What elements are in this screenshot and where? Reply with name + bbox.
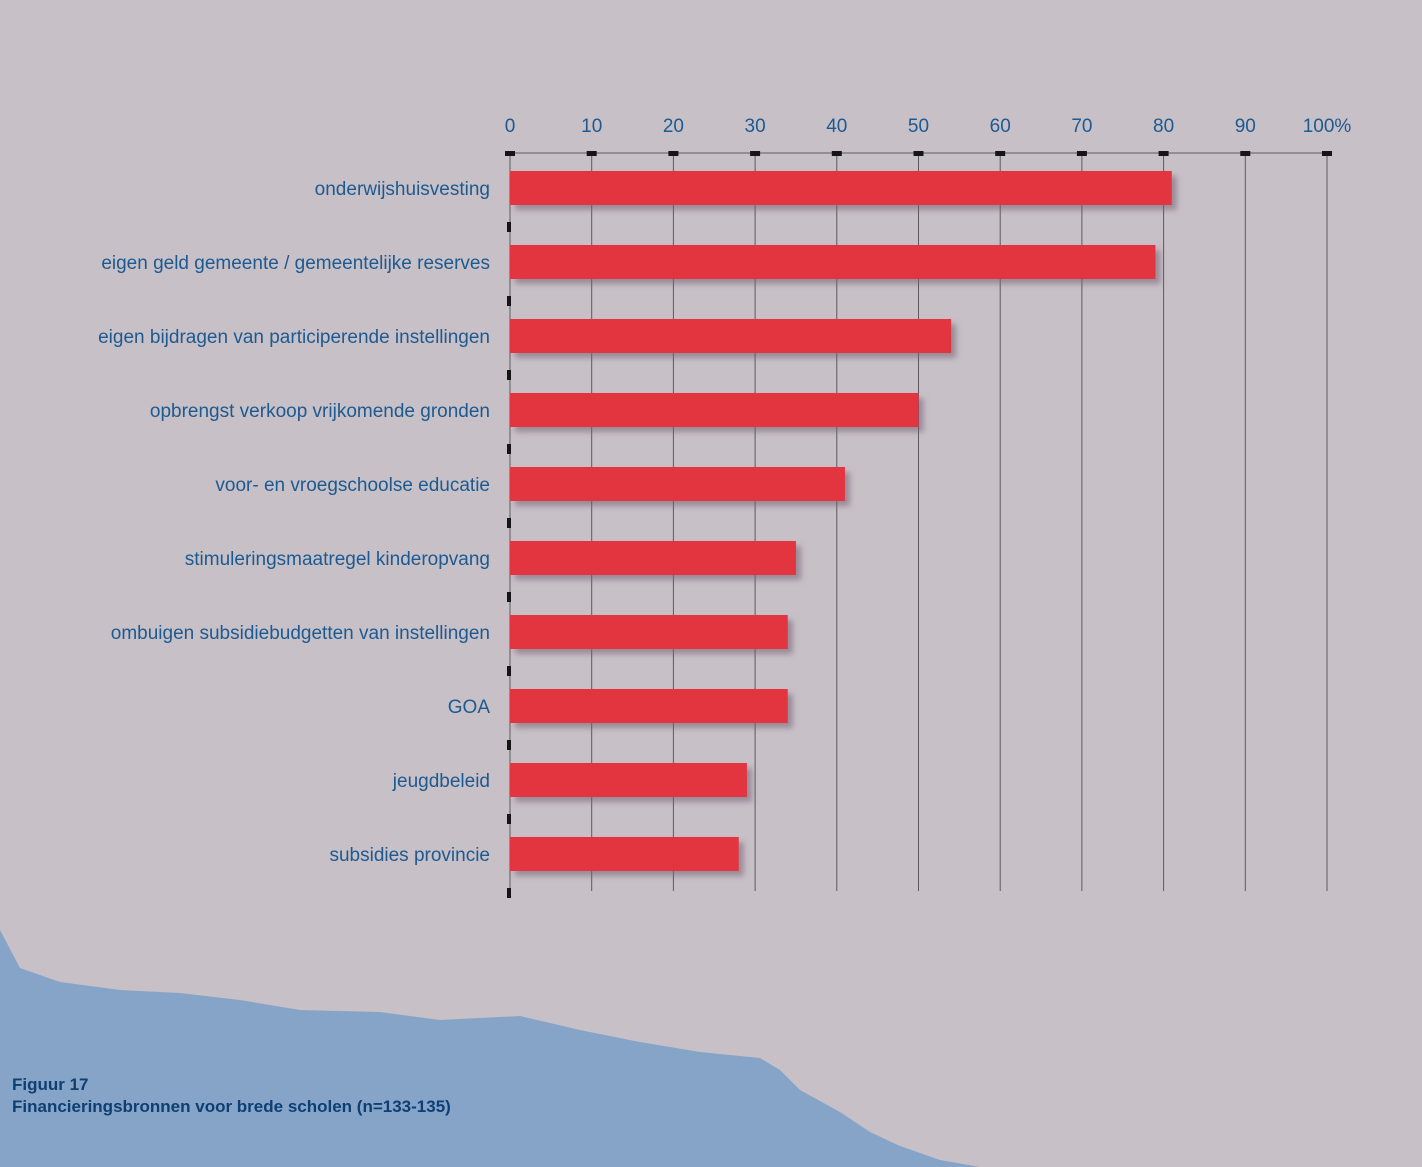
y-tick-mark	[507, 666, 511, 676]
category-label: jeugdbeleid	[392, 771, 490, 792]
figure-title: Financieringsbronnen voor brede scholen …	[12, 1097, 451, 1116]
x-tick-mark	[668, 151, 679, 156]
bar	[510, 689, 788, 723]
x-tick-label: 80	[1153, 116, 1174, 137]
x-tick-label: 60	[990, 116, 1011, 137]
bar	[510, 541, 796, 575]
category-label: ombuigen subsidiebudgetten van instellin…	[111, 623, 490, 644]
x-axis: 0 10 20 30 40 50 60 70 80 90 100%	[505, 116, 1352, 898]
y-tick-mark	[507, 370, 511, 380]
x-tick-label: 40	[826, 116, 847, 137]
category-label: stimuleringsmaatregel kinderopvang	[185, 549, 490, 570]
category-label: opbrengst verkoop vrijkomende gronden	[150, 401, 490, 422]
x-tick-mark	[586, 151, 597, 156]
y-tick-mark	[507, 814, 511, 824]
bar	[510, 615, 788, 649]
bar	[510, 245, 1156, 279]
category-label: eigen bijdragen van participerende inste…	[98, 327, 490, 348]
x-tick-label: 50	[908, 116, 929, 137]
x-tick-label: 10	[581, 116, 602, 137]
y-tick-mark	[507, 444, 511, 454]
category-label: onderwijshuisvesting	[315, 179, 490, 200]
y-tick-mark	[507, 888, 511, 898]
decorative-wave	[0, 930, 980, 1167]
figure-caption: Figuur 17 Financieringsbronnen voor bred…	[12, 1074, 451, 1118]
bar	[510, 171, 1172, 205]
category-label: subsidies provincie	[329, 845, 490, 866]
x-tick-mark	[1322, 151, 1332, 156]
x-tick-label: 70	[1071, 116, 1092, 137]
x-tick-label: 30	[745, 116, 766, 137]
category-labels: onderwijshuisvesting eigen geld gemeente …	[98, 179, 490, 866]
x-tick-label: 90	[1235, 116, 1256, 137]
bar	[510, 837, 739, 871]
bar	[510, 319, 952, 353]
bar	[510, 763, 747, 797]
bars	[510, 171, 1172, 871]
y-tick-mark	[507, 518, 511, 528]
x-tick-mark	[1240, 151, 1251, 156]
y-tick-mark	[507, 222, 511, 232]
x-tick-mark	[750, 151, 761, 156]
category-label: GOA	[448, 697, 491, 718]
y-tick-mark	[507, 296, 511, 306]
bar	[510, 393, 919, 427]
x-tick-mark	[505, 151, 515, 156]
x-tick-label: 20	[663, 116, 684, 137]
x-tick-label: 100%	[1303, 116, 1352, 137]
bar	[510, 467, 845, 501]
x-tick-mark	[831, 151, 842, 156]
category-label: eigen geld gemeente / gemeentelijke rese…	[101, 253, 490, 274]
x-tick-label: 0	[505, 116, 516, 137]
category-label: voor- en vroegschoolse educatie	[215, 475, 490, 496]
figure-number: Figuur 17	[12, 1075, 89, 1094]
x-tick-mark	[995, 151, 1006, 156]
x-tick-mark	[913, 151, 924, 156]
y-tick-mark	[507, 592, 511, 602]
x-tick-mark	[1076, 151, 1087, 156]
x-tick-mark	[1158, 151, 1169, 156]
y-tick-mark	[507, 740, 511, 750]
